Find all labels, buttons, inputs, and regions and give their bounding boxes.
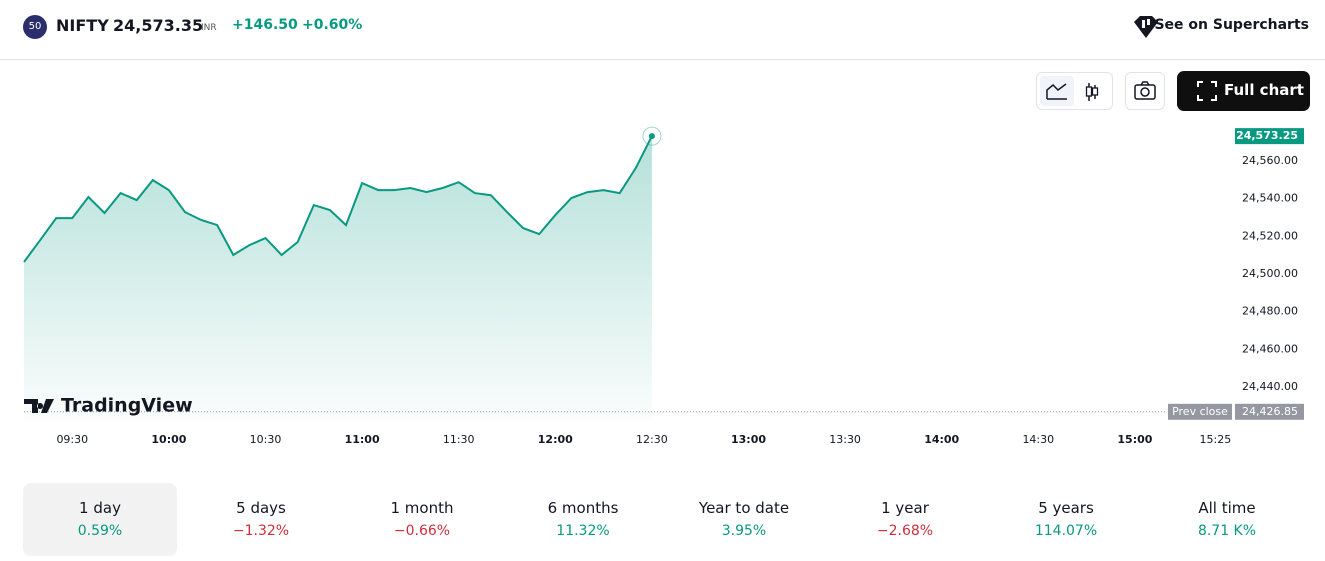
watermark: TradingView [24,395,193,417]
x-tick-label: 14:00 [924,433,959,446]
x-tick-label: 10:30 [250,433,282,446]
period-tab[interactable]: Year to date 3.95% [667,483,821,556]
period-tabs: 1 day 0.59% 5 days −1.32% 1 month −0.66% 6 mon… [23,483,1313,556]
symbol[interactable]: NIFTY [56,16,109,35]
change: +146.50 [232,17,298,33]
supercharts-icon [1134,16,1158,38]
period-tab[interactable]: 1 day 0.59% [23,483,177,556]
y-tick-label: 24,460.00 [1242,342,1298,355]
y-tick-label: 24,500.00 [1242,267,1298,280]
period-tab[interactable]: 5 years 114.07% [989,483,1143,556]
prev-close-box [1168,403,1232,420]
period-tab[interactable]: 5 days −1.32% [184,483,338,556]
period-label: 1 day [79,499,121,517]
price-line [23,135,653,263]
period-label: 1 year [881,499,929,517]
chart-style-toggle [1036,72,1113,110]
period-change: 11.32% [556,523,610,539]
x-tick-label: 11:00 [345,433,380,446]
period-change: −2.68% [876,523,934,539]
price-label-box [1235,128,1304,145]
area-fill [24,136,652,420]
period-label: 5 years [1038,499,1094,517]
period-label: Year to date [698,499,790,517]
camera-icon [1134,81,1156,100]
header: 50 NIFTY 24,573.35 INR +146.50 +0.60% Se… [0,0,1325,60]
last-point-ring [642,126,662,146]
x-tick-label: 10:00 [151,433,186,446]
y-tick-label: 24,480.00 [1242,305,1298,318]
period-label: 6 months [547,499,619,517]
full-chart-button[interactable]: Full chart [1177,71,1310,111]
watermark-logo [24,399,54,413]
x-tick-label: 15:00 [1117,433,1152,446]
y-tick-label: 24,440.00 [1242,380,1298,393]
period-change: −1.32% [232,523,290,539]
period-change: 3.95% [721,523,767,539]
period-tab[interactable]: 1 year −2.68% [828,483,982,556]
full-chart-label: Full chart [1224,81,1304,99]
last-point [648,133,655,140]
x-tick-label: 12:30 [636,433,668,446]
period-label: 5 days [236,499,286,517]
period-label: 1 month [390,499,454,517]
period-change: 114.07% [1034,523,1098,539]
y-tick-label: 24,560.00 [1242,154,1298,167]
x-tick-label: 13:30 [829,433,861,446]
change-percent: +0.60% [302,17,363,33]
period-tab[interactable]: All time 8.71 K% [1150,483,1304,556]
period-label: All time [1198,499,1256,517]
period-tab[interactable]: 6 months 11.32% [506,483,660,556]
prev-close-label: Prev close [1172,405,1228,418]
y-tick-label: 24,540.00 [1242,192,1298,205]
period-change: −0.66% [393,523,451,539]
prev-close-value-box [1235,403,1304,420]
x-tick-label: 13:00 [731,433,766,446]
price-label: 24,573.25 [1236,129,1298,142]
x-tick-label: 14:30 [1022,433,1054,446]
period-tab[interactable]: 1 month −0.66% [345,483,499,556]
expand-icon [1197,81,1217,101]
prev-close-value: 24,426.85 [1242,405,1298,418]
price: 24,573.35 [113,16,204,35]
style-icons [1046,83,1099,101]
x-tick-label: 12:00 [538,433,573,446]
y-tick-label: 24,520.00 [1242,229,1298,242]
period-change: 0.59% [77,523,123,539]
x-tick-label: 15:25 [1200,433,1232,446]
currency: INR [201,23,217,33]
x-tick-label: 11:30 [443,433,475,446]
supercharts-link[interactable]: See on Supercharts [1154,17,1309,33]
period-change: 8.71 K% [1197,523,1257,539]
symbol-badge: 50 [23,15,47,39]
screenshot-button[interactable] [1125,72,1165,110]
x-tick-label: 09:30 [56,433,88,446]
chart: 24,573.25 Prev close 24,426.85 24,440.00 24,… [23,126,1304,446]
area-style-button[interactable] [1040,76,1074,106]
watermark-text: TradingView [61,395,193,417]
